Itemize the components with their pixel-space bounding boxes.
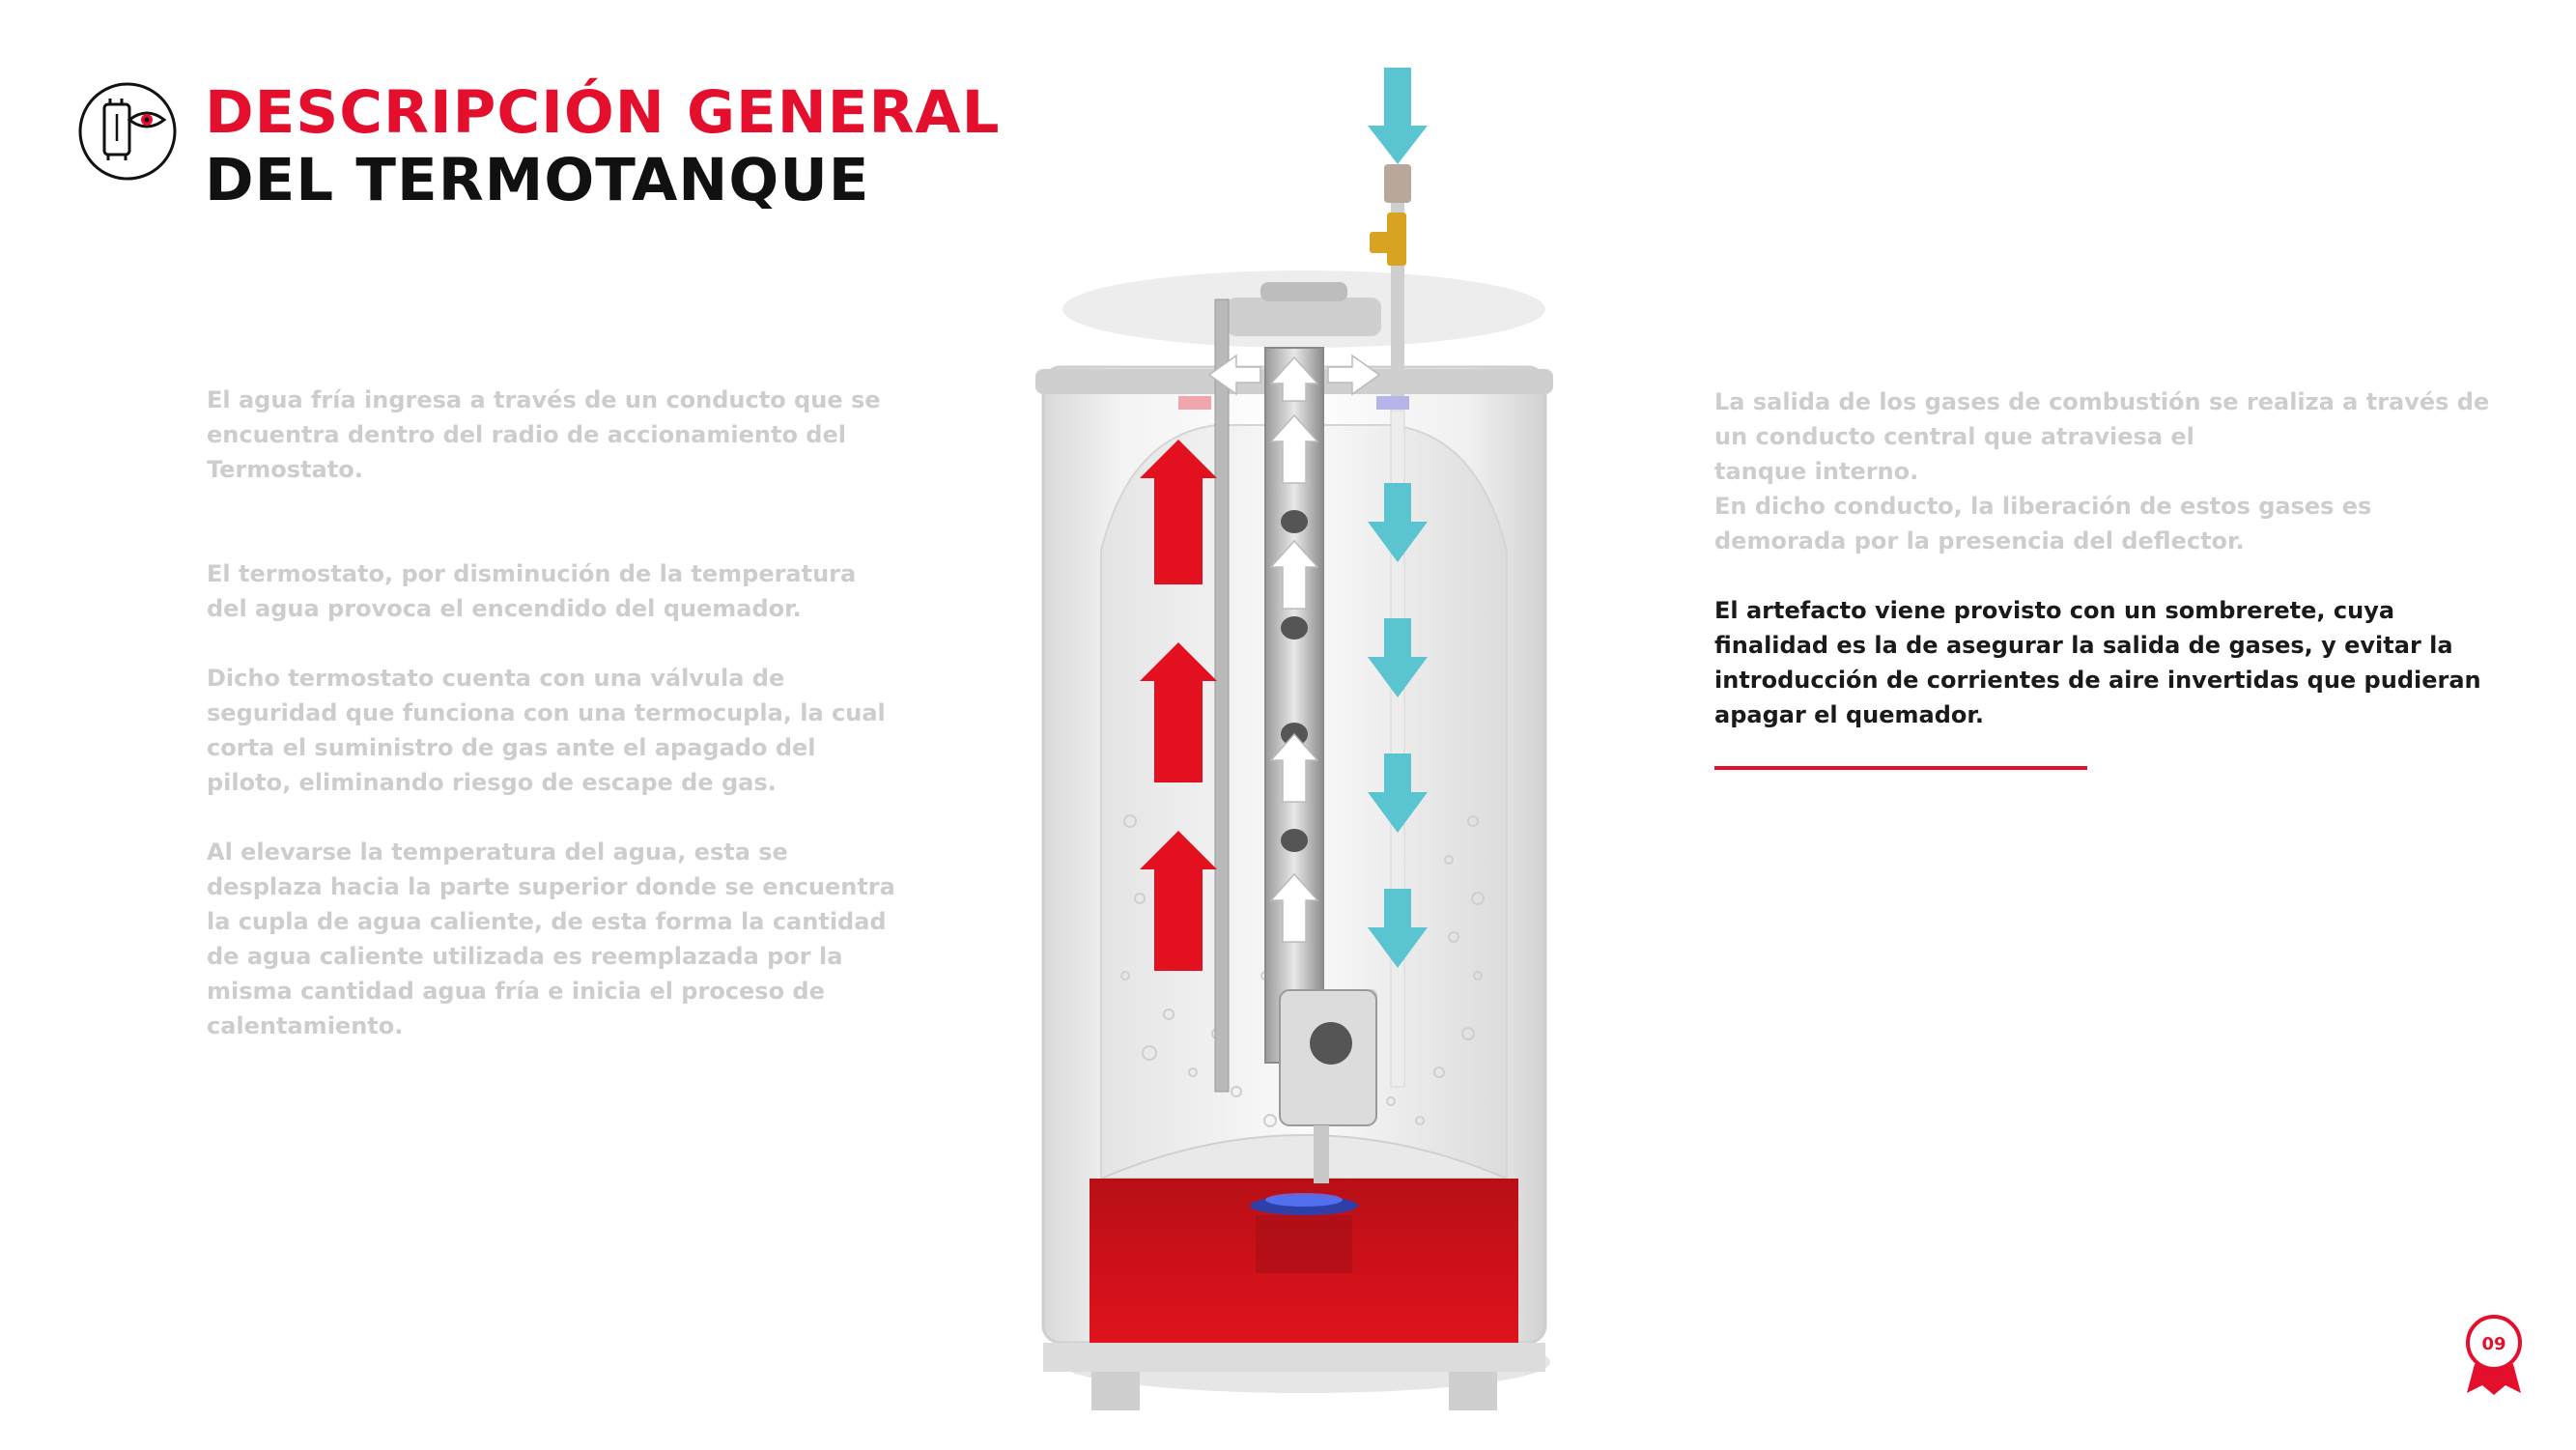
- combustion-line-2: un conducto central que atraviesa el: [1714, 423, 2194, 450]
- cold-inlet-marker: [1376, 396, 1409, 410]
- paragraph-thermostat: El termostato, por disminución de la tem…: [207, 560, 857, 622]
- combustion-line-5: demorada por la presencia del deflector.: [1714, 527, 2245, 554]
- page-title: DESCRIPCIÓN GENERAL DEL TERMOTANQUE: [205, 79, 1001, 214]
- paragraph-cold-water: El agua fría ingresa a través de un cond…: [207, 386, 881, 483]
- paragraph-heating-process: Al elevarse la temperatura del agua, est…: [207, 839, 895, 1039]
- thermostat-knob: [1310, 1022, 1352, 1065]
- page-number-badge: 09: [2466, 1315, 2522, 1395]
- burner-body: [1256, 1215, 1352, 1273]
- leg-right: [1449, 1372, 1497, 1410]
- right-description: La salida de los gases de combustión se …: [1714, 384, 2506, 767]
- anode-rod: [1214, 299, 1230, 1093]
- page-number: 09: [2481, 1334, 2505, 1354]
- combustion-line-1: La salida de los gases de combustión se …: [1714, 388, 2490, 415]
- inlet-valve: [1384, 164, 1411, 203]
- ribbon-icon: [2467, 1364, 2521, 1395]
- combustion-line-3: tanque interno.: [1714, 458, 1919, 485]
- cold-water-arrows: [1368, 68, 1428, 968]
- baffle-deflector: [1281, 510, 1308, 852]
- title-line-2: DEL TERMOTANQUE: [205, 146, 870, 214]
- title-line-1: DESCRIPCIÓN GENERAL: [205, 78, 1001, 147]
- hot-outlet-marker: [1178, 396, 1211, 410]
- hot-water-arrows: [1140, 440, 1217, 971]
- leg-left: [1091, 1372, 1140, 1410]
- water-heater-eye-icon: [78, 82, 177, 181]
- combustion-line-4: En dicho conducto, la liberación de esto…: [1714, 493, 2372, 520]
- water-heater-cutaway-illustration: [1035, 68, 1553, 1410]
- tank-bottom-dome: [1100, 1134, 1508, 1180]
- paragraph-flue-cap: El artefacto viene provisto con un sombr…: [1714, 597, 2481, 728]
- base-plate: [1043, 1343, 1545, 1372]
- paragraph-combustion-gases: La salida de los gases de combustión se …: [1714, 384, 2506, 558]
- flue-cap: [1227, 298, 1381, 336]
- exhaust-gas-arrows: [1207, 354, 1381, 943]
- left-description: El agua fría ingresa a través de un cond…: [207, 383, 902, 1078]
- accent-divider: [1714, 766, 2087, 770]
- paragraph-safety-valve: Dicho termostato cuenta con una válvula …: [207, 665, 886, 796]
